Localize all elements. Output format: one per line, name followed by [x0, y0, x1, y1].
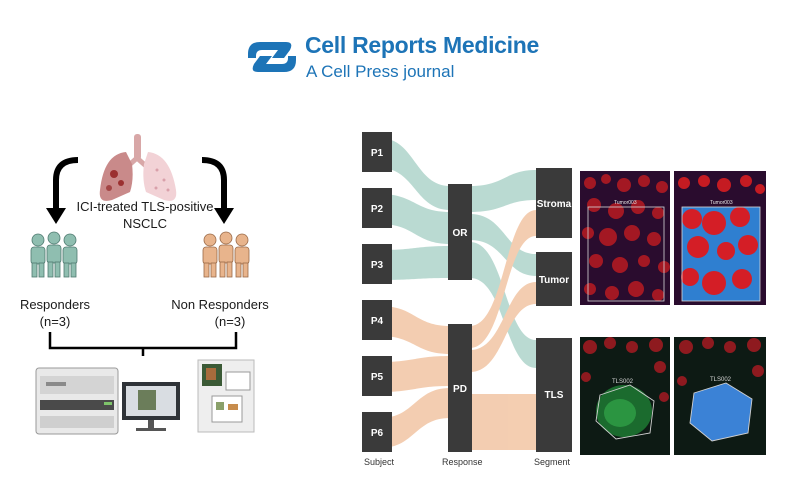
non-responders-count: (n=3): [214, 314, 246, 329]
segment-nodes: Stroma Tumor TLS: [536, 168, 572, 452]
group-bracket: [48, 332, 238, 356]
image-label-tumor-2: Tumor003: [710, 200, 733, 206]
node-label-tumor: Tumor: [539, 275, 569, 286]
node-p5: [362, 356, 392, 396]
non-responders-group: Non Responders (n=3): [160, 296, 280, 330]
cohort-title: ICI-treated TLS-positive NSCLC: [70, 198, 220, 232]
flow-pd-tumor: [470, 282, 536, 372]
non-responders-people-icon: [202, 231, 250, 278]
node-label-p5: P5: [371, 372, 384, 383]
node-p3: [362, 244, 392, 284]
analysis-screen-icon: [197, 359, 255, 433]
flow-p6-pd: [380, 388, 450, 448]
image-tumor-original: Tumor003: [580, 171, 670, 305]
node-p6: [362, 412, 392, 452]
node-label-or: OR: [453, 228, 469, 239]
node-pd: [448, 324, 472, 452]
journal-header: Cell Reports Medicine A Cell Press journ…: [0, 0, 800, 100]
node-p2: [362, 188, 392, 228]
responders-label: Responders: [19, 297, 91, 312]
image-label-tls-1: TLS002: [612, 379, 634, 385]
subject-nodes: P1 P2 P3 P4 P5 P6: [362, 132, 392, 452]
right-arrow-head: [214, 208, 234, 224]
flow-p2-or: [380, 194, 450, 244]
flow-p3-or: [380, 246, 450, 280]
computer-workstation-icon: [122, 382, 180, 431]
responders-people-icon: [30, 231, 78, 278]
node-or: [448, 184, 472, 280]
cohort-title-line1: ICI-treated TLS-positive: [76, 199, 214, 214]
node-p1: [362, 132, 392, 172]
left-arrow-head: [46, 208, 66, 224]
flow-p1-or: [380, 138, 450, 210]
image-label-tls-2: TLS002: [710, 377, 732, 383]
image-tumor-segmented: Tumor003: [674, 171, 766, 305]
image-tls-segmented: TLS002: [674, 337, 766, 455]
flow-p5-pd: [380, 356, 450, 392]
left-arrow: [53, 157, 79, 210]
cell-press-logo-icon: [248, 42, 296, 72]
sankey-flows: [380, 138, 536, 450]
sankey-diagram: P1 P2 P3 P4 P5 P6 OR PD Stroma Tumor TLS…: [362, 132, 572, 467]
flow-or-stroma: [470, 170, 536, 212]
node-tls: [536, 338, 572, 452]
responders-group: Responders (n=3): [10, 296, 100, 330]
node-label-p2: P2: [371, 204, 384, 215]
image-label-tumor-1: Tumor003: [614, 200, 637, 206]
node-label-p4: P4: [371, 316, 384, 327]
lungs-icon: [99, 134, 177, 201]
cohort-panel: ICI-treated TLS-positive NSCLC Responder…: [0, 120, 340, 450]
node-label-p1: P1: [371, 148, 384, 159]
journal-subtitle: A Cell Press journal: [306, 62, 455, 81]
flow-or-tumor: [470, 214, 536, 276]
flow-p4-pd: [380, 306, 450, 354]
non-responders-label: Non Responders: [171, 297, 269, 312]
node-tumor: [536, 252, 572, 306]
node-label-pd: PD: [453, 384, 467, 395]
right-arrow: [201, 157, 227, 210]
imaging-instrument-icon: [35, 367, 119, 435]
node-p4: [362, 300, 392, 340]
flow-pd-tls: [470, 394, 536, 450]
image-tls-original: TLS002: [580, 337, 670, 455]
node-label-stroma: Stroma: [537, 199, 572, 210]
node-label-tls: TLS: [545, 390, 564, 401]
flow-pd-stroma: [470, 210, 536, 348]
flow-or-tls: [470, 242, 536, 368]
journal-title: Cell Reports Medicine: [305, 32, 539, 58]
response-nodes: OR PD: [448, 184, 472, 452]
axis-label-segment: Segment: [534, 457, 571, 467]
node-stroma: [536, 168, 572, 238]
cohort-title-line2: NSCLC: [122, 216, 168, 231]
axis-label-response: Response: [442, 457, 483, 467]
node-label-p6: P6: [371, 428, 384, 439]
node-label-p3: P3: [371, 260, 384, 271]
cohort-diagram: [30, 134, 255, 435]
responders-count: (n=3): [39, 314, 71, 329]
axis-label-subject: Subject: [364, 457, 395, 467]
